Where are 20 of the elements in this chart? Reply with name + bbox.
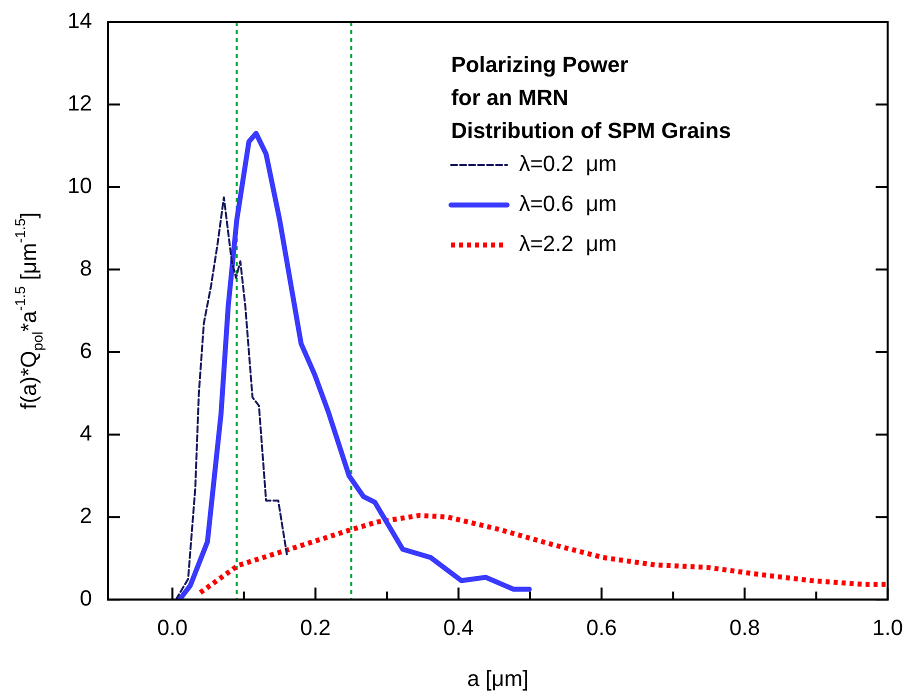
legend-label: λ=0.2 μm [519, 151, 617, 176]
x-tick-label: 0.0 [157, 614, 188, 640]
y-tick-label: 0 [80, 586, 92, 611]
x-tick-label: 0.6 [586, 614, 617, 640]
x-tick-label: 0.8 [729, 614, 760, 640]
x-tick-label: 0.2 [300, 614, 331, 640]
y-tick-label: 4 [80, 420, 92, 446]
x-axis-title: a [μm] [467, 666, 529, 692]
legend-label: λ=2.2 μm [519, 231, 617, 256]
line-series [174, 196, 288, 600]
x-tick-label: 1.0 [872, 614, 904, 640]
y-tick-label: 8 [80, 256, 92, 281]
y-tick-label: 14 [68, 8, 92, 34]
y-tick-label: 2 [80, 503, 92, 528]
x-tick-label: 0.4 [443, 614, 474, 640]
y-tick-label: 12 [68, 90, 92, 116]
y-tick-label: 6 [80, 338, 92, 364]
legend-label: λ=0.6 μm [519, 191, 617, 216]
y-tick-label: 10 [68, 173, 92, 198]
y-axis-title: f(a)*Qpol*a-1.5 [μm-1.5] [13, 212, 47, 410]
